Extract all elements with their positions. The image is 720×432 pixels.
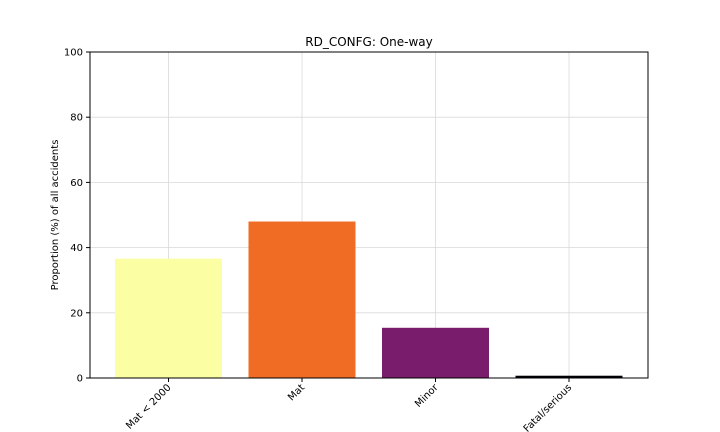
y-axis-label: Proportion (%) of all accidents [50,140,61,291]
y-tick-label: 80 [70,113,83,124]
x-tick-label: Fatal/serious [522,382,574,432]
x-axis-ticks: Mat < 2000 Mat Minor Fatal/serious [124,378,574,432]
x-tick-label: Mat [286,382,307,403]
y-tick-label: 40 [70,243,83,254]
y-axis-ticks: 0 20 40 60 80 100 [64,48,90,385]
y-tick-label: 20 [70,308,83,319]
y-tick-label: 100 [64,48,83,59]
bars [115,221,623,378]
x-tick-label: Minor [413,382,441,410]
y-tick-label: 0 [77,374,83,385]
x-tick-label: Mat < 2000 [124,382,173,431]
plot-frame [89,51,649,379]
y-tick-label: 60 [70,178,83,189]
chart-title: RD_CONFG: One-way [305,35,432,49]
bar [248,221,356,378]
bar [382,327,489,378]
bar [515,375,623,378]
bar [115,258,222,378]
